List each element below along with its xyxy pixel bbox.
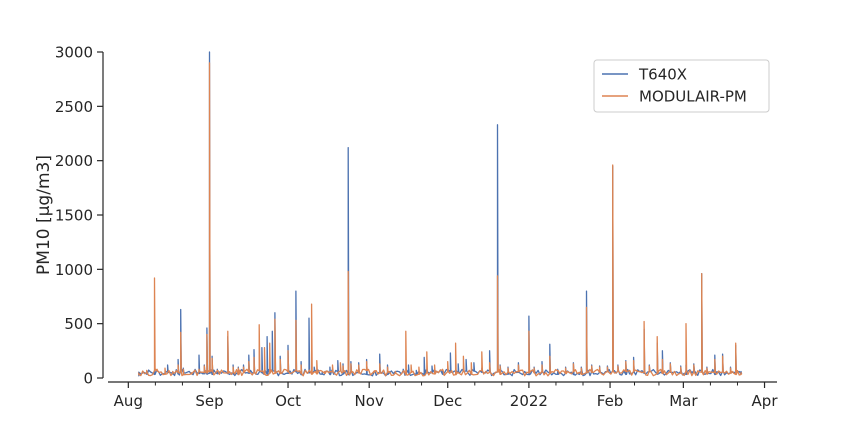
series-line-2 xyxy=(138,62,743,377)
legend-label: T640X xyxy=(638,66,687,84)
x-axis: Aug Sep Oct Nov Dec 2022 Feb Mar Apr xyxy=(108,381,779,410)
x-tick-label: Feb xyxy=(597,392,624,410)
y-tick-label: 2000 xyxy=(55,152,93,170)
y-axis-label: PM10 [µg/m3] xyxy=(34,155,54,275)
y-tick-label: 2500 xyxy=(55,98,93,116)
x-tick-label: Aug xyxy=(114,392,143,410)
x-tick-label: Sep xyxy=(195,392,223,410)
x-tick-label: 2022 xyxy=(510,392,548,410)
series-group xyxy=(138,51,743,377)
x-tick-label: Dec xyxy=(433,392,462,410)
legend: T640X MODULAIR-PM xyxy=(593,59,770,113)
y-tick-label: 500 xyxy=(64,315,93,333)
y-tick-label: 3000 xyxy=(55,44,93,62)
x-tick-label: Oct xyxy=(275,392,301,410)
y-axis: 0 500 1000 1500 2000 2500 3000 xyxy=(55,44,104,388)
y-tick-label: 0 xyxy=(83,370,93,388)
x-tick-label: Nov xyxy=(355,392,384,410)
x-tick-label: Apr xyxy=(752,392,779,410)
y-tick-label: 1000 xyxy=(55,261,93,279)
legend-box xyxy=(593,59,770,113)
legend-label: MODULAIR-PM xyxy=(639,88,747,106)
y-tick-label: 1500 xyxy=(55,207,93,225)
x-tick-label: Mar xyxy=(669,392,698,410)
